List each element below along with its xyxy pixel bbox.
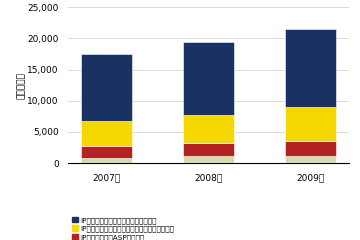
Bar bbox=[285, 156, 337, 163]
Bar bbox=[81, 121, 132, 146]
Bar bbox=[183, 143, 234, 156]
Bar bbox=[81, 54, 132, 121]
Bar bbox=[183, 115, 234, 143]
Bar bbox=[81, 158, 132, 163]
Bar bbox=[183, 42, 234, 115]
Bar bbox=[183, 156, 234, 163]
Bar bbox=[81, 146, 132, 158]
Y-axis label: （億万円）: （億万円） bbox=[17, 72, 26, 99]
Legend: IP会議システム／テレプレゼンス機器, IP会議システム／テレプレゼンスソフトウェア, IP会議システムASPサービス, UCプロフェッショナルサービス: IP会議システム／テレプレゼンス機器, IP会議システム／テレプレゼンスソフトウ… bbox=[72, 217, 175, 240]
Bar bbox=[285, 29, 337, 107]
Bar bbox=[285, 107, 337, 141]
Bar bbox=[285, 141, 337, 156]
